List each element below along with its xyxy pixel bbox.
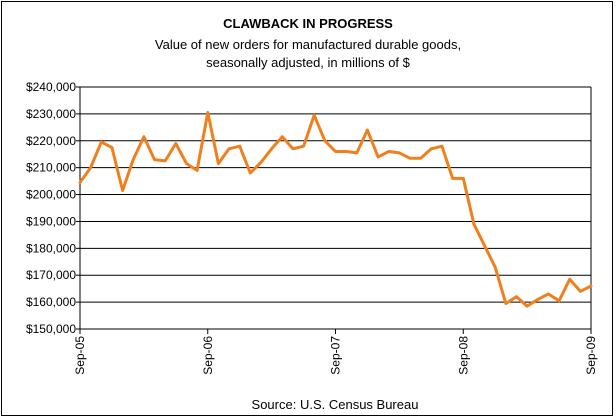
x-tick-label: Sep-09 — [584, 336, 598, 375]
y-tick-label: $160,000 — [26, 295, 76, 309]
x-tick-label: Sep-08 — [456, 336, 470, 375]
data-point — [558, 299, 561, 302]
y-tick-label: $210,000 — [26, 161, 76, 175]
chart-subtitle-line-1: Value of new orders for manufactured dur… — [155, 37, 461, 52]
x-tick-label: Sep-06 — [201, 336, 215, 375]
data-point — [110, 146, 113, 149]
data-point — [504, 302, 507, 305]
grid-lines — [80, 86, 591, 330]
data-point — [313, 114, 316, 117]
y-tick-label: $230,000 — [26, 107, 76, 121]
chart-subtitle-line-2: seasonally adjusted, in millions of $ — [206, 55, 411, 70]
data-point — [153, 158, 156, 161]
chart-title: CLAWBACK IN PROGRESS — [223, 16, 393, 31]
data-point — [430, 147, 433, 150]
series-line — [78, 111, 593, 308]
data-point — [100, 141, 103, 144]
data-point — [451, 177, 454, 180]
y-axis: $240,000 $230,000 $220,000 $210,000 $200,000… — [26, 80, 81, 336]
data-point — [440, 145, 443, 148]
data-point — [121, 189, 124, 192]
plot-area — [78, 111, 593, 308]
data-point — [377, 155, 380, 158]
data-point — [366, 129, 369, 132]
data-point — [579, 290, 582, 293]
data-point — [270, 147, 273, 150]
data-point — [79, 181, 82, 184]
x-tick-label: Sep-05 — [73, 336, 87, 375]
y-tick-label: $190,000 — [26, 214, 76, 228]
data-point — [462, 177, 465, 180]
data-point — [398, 151, 401, 154]
y-tick-label: $240,000 — [26, 80, 76, 94]
data-point — [196, 169, 199, 172]
data-point — [536, 298, 539, 301]
x-axis: Sep-05 Sep-06 Sep-07 Sep-08 Sep-09 — [73, 87, 598, 375]
data-point — [547, 293, 550, 296]
x-tick-label: Sep-07 — [329, 336, 343, 375]
data-point — [281, 135, 284, 138]
chart-source: Source: U.S. Census Bureau — [252, 397, 419, 412]
data-point — [387, 150, 390, 153]
data-point — [483, 244, 486, 247]
data-point — [89, 166, 92, 169]
data-point — [217, 162, 220, 165]
data-point — [174, 142, 177, 145]
data-point — [238, 145, 241, 148]
data-point — [590, 284, 593, 287]
y-tick-label: $180,000 — [26, 241, 76, 255]
data-point — [494, 266, 497, 269]
data-point — [302, 145, 305, 148]
data-point — [142, 135, 145, 138]
y-tick-label: $150,000 — [26, 322, 76, 336]
data-point — [206, 111, 209, 114]
data-point — [568, 278, 571, 281]
data-point — [164, 159, 167, 162]
data-point — [323, 139, 326, 142]
data-point — [132, 158, 135, 161]
data-point — [515, 295, 518, 298]
data-point — [185, 162, 188, 165]
data-point — [334, 150, 337, 153]
data-point — [526, 305, 529, 308]
data-point — [228, 147, 231, 150]
y-tick-label: $220,000 — [26, 134, 76, 148]
data-point — [291, 147, 294, 150]
data-point — [409, 157, 412, 160]
data-point — [419, 157, 422, 160]
y-tick-label: $200,000 — [26, 188, 76, 202]
data-point — [345, 150, 348, 153]
data-point — [355, 151, 358, 154]
data-point — [249, 172, 252, 175]
y-tick-label: $170,000 — [26, 268, 76, 282]
data-point — [472, 223, 475, 226]
data-point — [259, 161, 262, 164]
